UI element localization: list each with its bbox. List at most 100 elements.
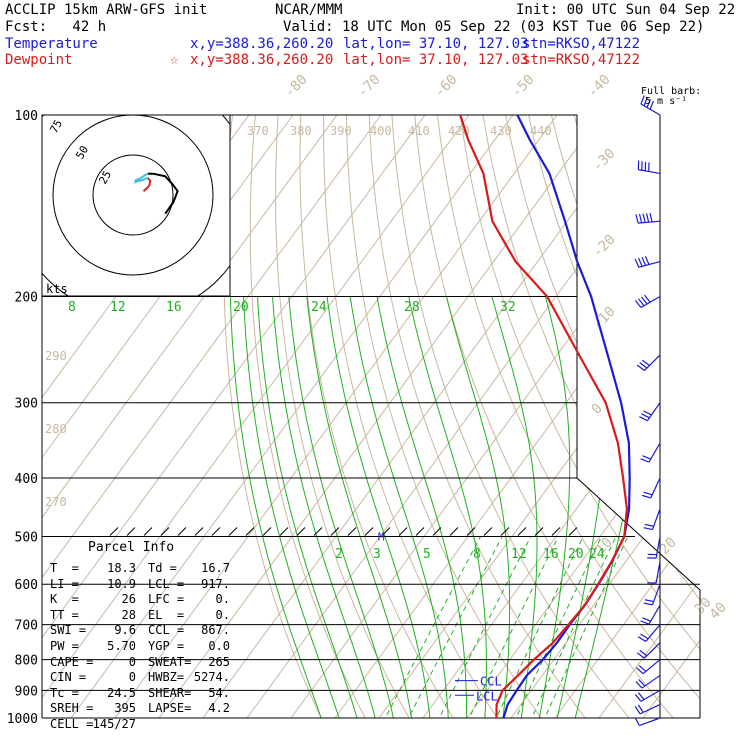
barb-flag	[643, 97, 648, 106]
theta-label: 430	[490, 124, 512, 138]
tick-mark	[313, 527, 323, 536]
tick-mark	[534, 527, 544, 536]
hodograph-ring-label: 75	[47, 118, 65, 136]
barb-flag	[638, 213, 643, 223]
mixing-ratio-label: 20	[568, 547, 584, 562]
mixing-ratio-label: 8	[473, 547, 481, 562]
mixing-ratio-line	[538, 536, 629, 718]
barb-flag	[637, 704, 644, 713]
tick-mark	[347, 527, 357, 536]
barb-flag	[637, 636, 647, 642]
parcel-label: SHEAR=	[148, 685, 192, 700]
pressure-tick-label: 200	[15, 291, 38, 306]
barb-flag	[634, 693, 642, 702]
isotherm-tick-label: -60	[432, 72, 461, 101]
barb-staff	[640, 103, 661, 116]
barb-flag	[643, 491, 653, 496]
parcel-info-title: Parcel Info	[88, 540, 175, 555]
dry-adiabat-line	[619, 115, 700, 718]
barb-flag	[637, 298, 645, 307]
barb-staff	[640, 689, 661, 702]
dry-adiabat-line	[345, 115, 551, 718]
parcel-value: 18.3	[107, 561, 136, 575]
wind-barb	[635, 674, 661, 689]
theta-label: 280	[45, 422, 67, 436]
mixing-ratio-labels: 8 12 16 20 24 28 32 2 3 5 8 12 16 20 24	[68, 300, 605, 562]
barb-flag	[636, 667, 644, 675]
theta-label: 380	[290, 124, 312, 138]
mixing-ratio-label: 12	[110, 300, 126, 315]
dry-adiabat-line	[734, 115, 740, 731]
hodograph-mid-trace	[134, 172, 149, 184]
wind-barb	[634, 256, 661, 268]
parcel-value: 145/27	[92, 717, 136, 731]
isotherm-line	[554, 115, 700, 718]
parcel-label: TT =	[50, 607, 79, 622]
theta-label: 440	[530, 124, 552, 138]
star-icon: ☆	[170, 52, 179, 68]
mixing-ratio-label: 24	[589, 547, 605, 562]
barb-flag	[640, 458, 650, 463]
hodograph-ring-label: 50	[73, 144, 91, 162]
barb-flag	[645, 213, 650, 223]
parcel-label: T =	[50, 561, 79, 575]
isotherm-line	[158, 115, 602, 718]
moist-adiabat-line	[243, 296, 344, 718]
barb-flag	[634, 706, 641, 715]
isotherm-tick-label: -30	[590, 146, 619, 175]
wind-barb	[634, 717, 661, 727]
barb-flag	[642, 213, 646, 223]
tick-mark	[245, 527, 255, 536]
tick-mark	[330, 527, 340, 536]
wind-barbs	[634, 95, 661, 727]
parcel-label: EL =	[148, 607, 185, 622]
parcel-value: 0.	[215, 592, 230, 607]
parcel-value: 265	[208, 654, 230, 669]
tick-mark	[500, 527, 510, 536]
moist-adiabat-line	[376, 296, 468, 718]
tick-mark	[466, 527, 476, 536]
barb-flag	[635, 681, 643, 689]
barb-legend-title: Full barb:	[641, 86, 702, 97]
parcel-value: 0	[128, 670, 136, 685]
dewpoint-station: stn=RKSO,47122	[522, 52, 641, 68]
tick-mark	[279, 527, 289, 536]
tick-mark	[449, 527, 459, 536]
wind-barb	[636, 642, 661, 659]
hodograph-body	[42, 115, 230, 296]
barb-staff	[655, 536, 661, 559]
pressure-tick-label: 500	[15, 530, 38, 545]
barb-flag	[643, 527, 653, 531]
parcel-label: CIN =	[50, 670, 87, 685]
parcel-label: YGP =	[148, 639, 185, 653]
dry-adiabat-line	[391, 115, 640, 718]
parcel-label: CCL =	[148, 623, 185, 638]
isotherm-tick-label: 0	[589, 401, 606, 418]
parcel-label: Tc =	[50, 685, 79, 700]
barb-staff	[646, 402, 661, 422]
parcel-label: HWBZ=	[148, 670, 185, 685]
tick-mark	[381, 527, 391, 536]
temperature-station: stn=RKSO,47122	[522, 36, 641, 52]
hodograph-units: kts	[46, 282, 68, 296]
barb-flag	[637, 692, 645, 701]
moist-adiabat-line	[446, 296, 511, 718]
parcel-value: 26	[121, 592, 136, 607]
barb-flag	[644, 523, 654, 527]
wind-barb	[635, 212, 661, 224]
parcel-label: SWI =	[50, 623, 87, 638]
parcel-value: 16.7	[201, 561, 230, 575]
mixing-ratio-label: 28	[404, 300, 420, 315]
parcel-value: 0.0	[208, 639, 230, 653]
theta-label: 290	[45, 349, 67, 363]
moist-adiabat-line	[257, 296, 362, 718]
wind-barb	[643, 584, 661, 606]
forecast-hour: Fcst: 42 h	[5, 19, 107, 35]
tick-mark	[432, 527, 442, 536]
tick-mark	[296, 527, 306, 536]
tick-mark	[568, 527, 578, 536]
wind-barb	[640, 442, 661, 463]
parcel-value: 28	[121, 607, 136, 622]
mixing-ratio-label: 20	[233, 300, 249, 315]
dry-adiabat-line	[368, 115, 596, 718]
